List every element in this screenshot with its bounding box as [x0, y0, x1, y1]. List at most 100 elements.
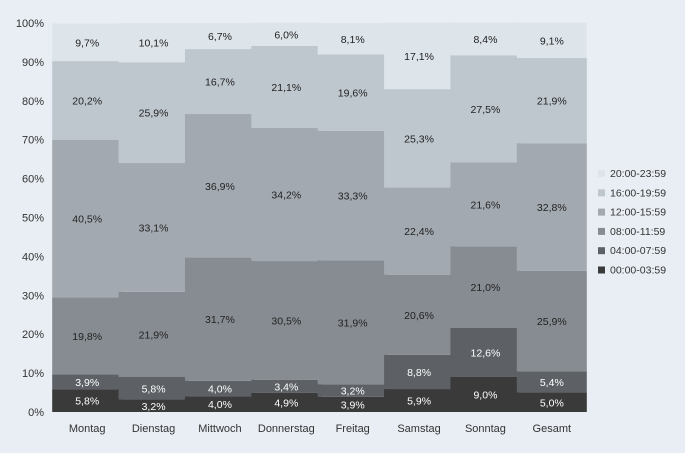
x-tick-label: Sonntag [465, 423, 506, 435]
data-label: 5,9% [407, 396, 431, 408]
data-label: 22,4% [404, 226, 434, 238]
bar-segment [516, 143, 587, 271]
x-tick-label: Mittwoch [198, 423, 241, 435]
bar-segment [450, 22, 521, 56]
bar-segment [317, 130, 388, 261]
bar-segment [384, 89, 455, 188]
y-tick-label: 30% [22, 290, 44, 302]
data-label: 25,9% [139, 108, 169, 120]
bar-segment [184, 380, 255, 397]
bar-segment [251, 22, 322, 46]
data-label: 25,9% [537, 316, 567, 328]
y-tick-label: 60% [22, 174, 44, 186]
bar-segment [251, 261, 322, 380]
data-label: 3,2% [142, 401, 166, 413]
data-label: 16,7% [205, 77, 235, 89]
data-label: 19,6% [338, 88, 368, 100]
bar-segment [516, 392, 587, 412]
bar-segment [516, 58, 587, 144]
data-label: 9,7% [75, 37, 99, 49]
y-tick-label: 10% [22, 368, 44, 380]
data-label: 20,2% [72, 95, 102, 107]
data-label: 25,3% [404, 133, 434, 145]
y-tick-label: 70% [22, 135, 44, 147]
bar-segment [450, 55, 521, 163]
bar-segment [384, 389, 455, 412]
data-label: 33,1% [139, 222, 169, 234]
x-tick-label: Samstag [397, 423, 440, 435]
data-label: 31,7% [205, 314, 235, 326]
legend-swatch [598, 227, 605, 235]
bar-segment [317, 384, 388, 397]
bar-segment [384, 354, 455, 390]
bar-segment [450, 327, 521, 377]
data-label: 4,0% [208, 399, 232, 411]
x-tick-label: Montag [69, 423, 106, 435]
bar-segment [184, 49, 255, 115]
bar-segment [184, 114, 255, 258]
data-label: 21,9% [139, 329, 169, 341]
bar-segment [251, 45, 322, 129]
bar-segment [52, 389, 123, 412]
data-label: 33,3% [338, 191, 368, 203]
data-label: 31,9% [338, 317, 368, 329]
data-label: 8,4% [473, 34, 497, 46]
data-label: 40,5% [72, 213, 102, 225]
legend-label: 16:00-19:59 [610, 187, 666, 199]
bar-segment [516, 270, 587, 372]
y-tick-label: 80% [22, 96, 44, 108]
data-label: 3,9% [75, 377, 99, 389]
data-label: 4,0% [208, 384, 232, 396]
bar-segment [251, 392, 322, 412]
data-label: 3,2% [341, 386, 365, 398]
bar-segment [118, 291, 189, 377]
legend-label: 12:00-15:59 [610, 207, 666, 219]
bar-segment [184, 23, 255, 50]
bar-segment [317, 23, 388, 55]
bar-segment [317, 260, 388, 385]
x-tick-label: Donnerstag [258, 423, 315, 435]
data-label: 10,1% [139, 38, 169, 50]
bar-segment [52, 139, 123, 298]
y-tick-label: 20% [22, 329, 44, 341]
legend-swatch [598, 189, 605, 197]
data-label: 32,8% [537, 202, 567, 214]
x-tick-label: Dienstag [132, 423, 175, 435]
y-tick-label: 40% [22, 251, 44, 263]
bar-segment [118, 376, 189, 400]
bar-segment [52, 297, 123, 375]
data-label: 36,9% [205, 181, 235, 193]
bar-segment [251, 128, 322, 262]
bar-segment [118, 62, 189, 164]
data-label: 20,6% [404, 310, 434, 322]
legend-label: 04:00-07:59 [610, 245, 666, 257]
data-label: 5,0% [540, 397, 564, 409]
bar-segment [184, 257, 255, 381]
data-label: 3,4% [274, 381, 298, 393]
data-label: 9,1% [540, 35, 564, 47]
data-label: 30,5% [271, 315, 301, 327]
data-label: 34,2% [271, 190, 301, 202]
x-tick-label: Gesamt [533, 423, 572, 435]
data-label: 21,9% [537, 96, 567, 108]
bar-segment [450, 246, 521, 328]
bar-segment [317, 396, 388, 412]
x-tick-label: Freitag [336, 423, 370, 435]
data-label: 21,1% [271, 82, 301, 94]
bar-segment [52, 23, 123, 62]
data-label: 5,8% [142, 383, 166, 395]
data-label: 6,7% [208, 31, 232, 43]
legend-label: 20:00-23:59 [610, 168, 666, 180]
data-label: 17,1% [404, 51, 434, 63]
data-label: 19,8% [72, 331, 102, 343]
data-label: 9,0% [473, 389, 497, 401]
legend-swatch [598, 208, 605, 216]
bar-segment [52, 61, 123, 140]
legend-label: 08:00-11:59 [610, 226, 665, 238]
bar-segment [384, 22, 455, 90]
y-tick-label: 90% [22, 57, 44, 69]
data-label: 8,1% [341, 34, 365, 46]
bar-segment [450, 376, 521, 412]
bar-segment [184, 396, 255, 412]
